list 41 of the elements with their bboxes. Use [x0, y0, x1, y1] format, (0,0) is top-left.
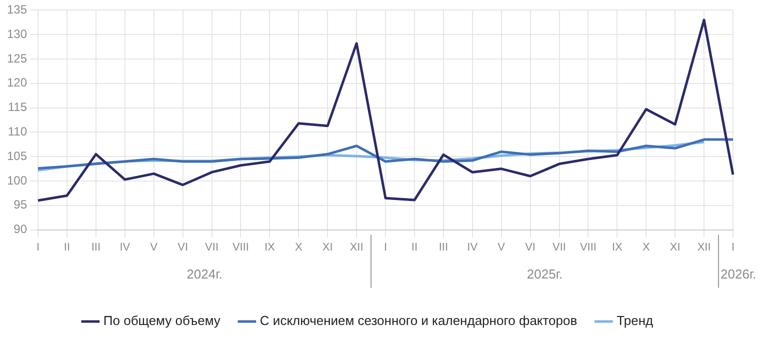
text: 2025г. [526, 266, 563, 282]
x-tick-label: II [411, 241, 418, 254]
x-tick-label: I [731, 241, 735, 254]
x-tick-label: III [91, 241, 101, 254]
y-tick-label: 110 [8, 124, 28, 139]
y-tick-label: 135 [6, 2, 28, 17]
x-tick-label: VII [552, 241, 566, 254]
y-tick-label: 105 [6, 148, 28, 163]
x-tick-label: VI [178, 241, 188, 254]
legend-label: С исключением сезонного и календарного факторов [260, 313, 578, 328]
x-tick-label: V [150, 241, 158, 254]
legend-label: По общему объему [103, 313, 221, 328]
x-tick-label: VI [525, 241, 536, 254]
x-tick-label: VII [205, 241, 218, 254]
y-tick-label: 100 [6, 173, 28, 188]
x-tick-label: XII [697, 241, 711, 254]
x-tick-label: X [642, 241, 650, 254]
x-tick-label: II [64, 241, 70, 254]
y-tick-label: 95 [14, 198, 28, 212]
x-tick-label: I [384, 241, 388, 254]
text: 2024г. [186, 266, 222, 282]
x-tick-label: X [294, 241, 303, 254]
x-tick-label: III [438, 241, 448, 254]
x-tick-label: I [36, 241, 40, 254]
x-tick-label: VIII [580, 241, 596, 254]
x-tick-label: XI [322, 241, 333, 254]
y-tick-label: 90 [14, 222, 28, 236]
x-tick-label: IV [467, 241, 478, 254]
y-tick-label: 115 [8, 100, 28, 114]
text: 2026г. [720, 266, 756, 282]
x-tick-label: VIII [232, 241, 249, 254]
legend-label: Тренд [616, 313, 654, 328]
x-tick-label: XI [670, 241, 680, 254]
y-tick-label: 125 [6, 51, 28, 66]
x-tick-label: XII [350, 241, 364, 254]
y-tick-label: 130 [6, 26, 28, 41]
x-tick-label: IV [120, 241, 131, 254]
x-tick-label: V [498, 241, 506, 254]
y-tick-label: 120 [6, 76, 28, 90]
x-tick-label: IX [612, 241, 624, 254]
x-tick-label: IX [264, 241, 276, 254]
